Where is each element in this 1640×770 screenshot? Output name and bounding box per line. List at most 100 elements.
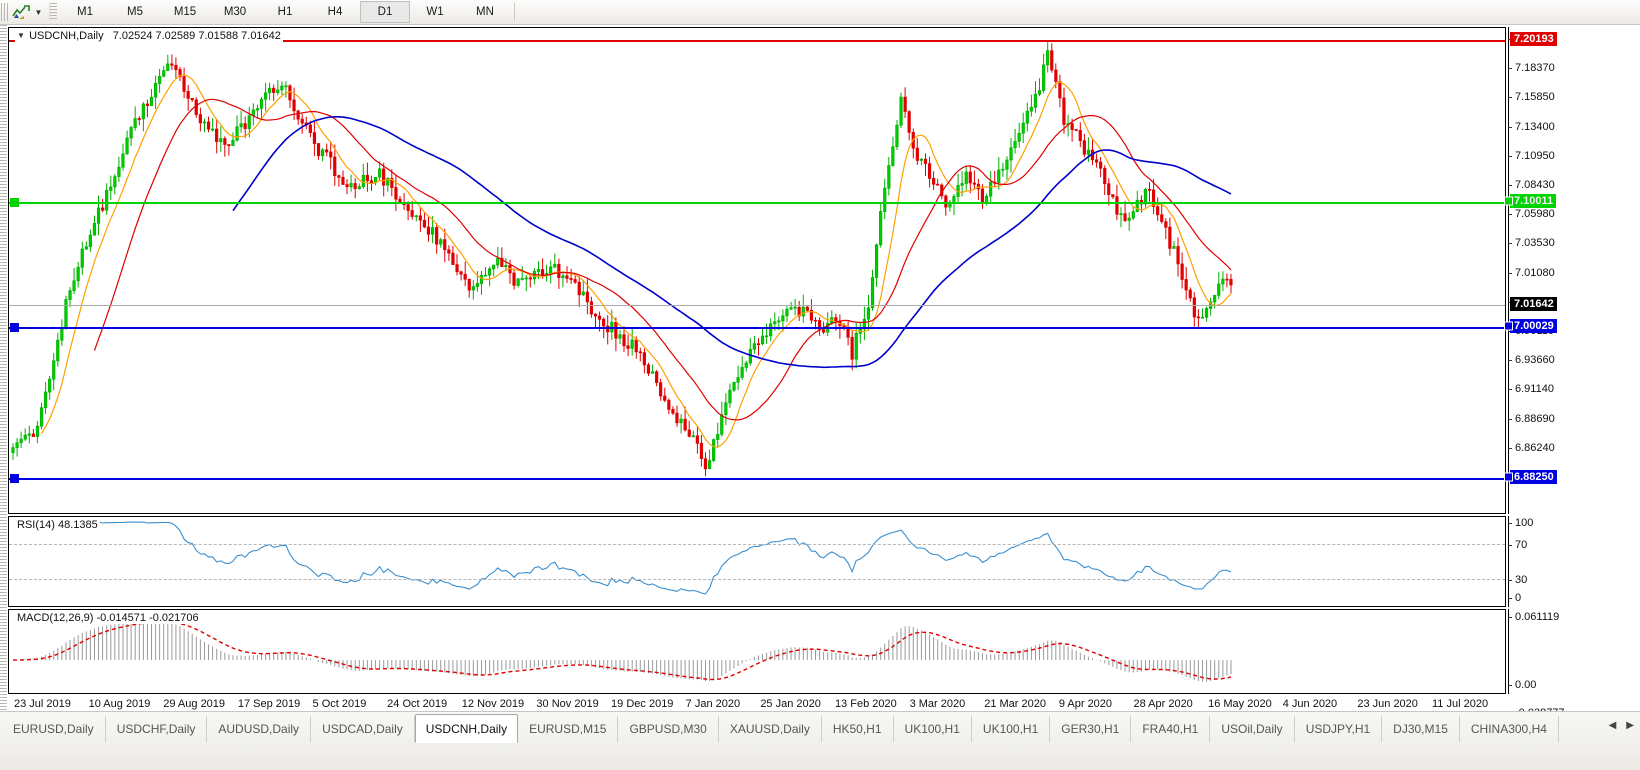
chart-tab-usdcad-daily[interactable]: USDCAD,Daily <box>311 716 415 742</box>
macd-title: MACD(12,26,9) -0.014571 -0.021706 <box>15 612 201 624</box>
timeframe-m15[interactable]: M15 <box>173 6 197 18</box>
date-tick-label: 7 Jan 2020 <box>685 698 741 710</box>
chart-tab-gbpusd-m30[interactable]: GBPUSD,M30 <box>618 716 719 742</box>
level-drag-handle[interactable] <box>1504 472 1513 482</box>
price-plot[interactable] <box>9 28 1505 513</box>
date-tick-label: 16 May 2020 <box>1208 698 1272 710</box>
price-tick-label: 7.15850 <box>1515 91 1555 104</box>
candlestick-series <box>11 42 1233 477</box>
date-tick-label: 10 Aug 2019 <box>88 698 151 710</box>
price-tick <box>1508 418 1512 420</box>
price-pane[interactable]: ▼ USDCNH,Daily 7.02524 7.02589 7.01588 7… <box>8 27 1506 514</box>
timeframe-m5[interactable]: M5 <box>127 6 143 18</box>
timeframe-toolbar: ▼ M1 M5 M15 M30 H1 H4 D1 W1 MN <box>0 0 1640 25</box>
macd-histogram-series <box>13 621 1232 682</box>
date-tick-label: 11 Jul 2020 <box>1432 698 1489 710</box>
chart-tab-xauusd-daily[interactable]: XAUUSD,Daily <box>719 716 822 742</box>
price-tick <box>1508 68 1512 70</box>
macd-plot[interactable] <box>9 610 1505 693</box>
rsi-axis: 100 70 30 0 <box>1508 516 1640 607</box>
tab-scroll-controls[interactable]: ◀ ▶ <box>1609 720 1634 731</box>
support-2-price-label[interactable]: 6.88250 <box>1510 470 1557 484</box>
chart-tab-hk50-h1[interactable]: HK50,H1 <box>822 716 894 742</box>
rsi-tick <box>1508 598 1512 599</box>
date-tick-label: 28 Apr 2020 <box>1133 698 1193 710</box>
support-line-1-handle-left[interactable] <box>10 323 19 332</box>
timeframe-d1[interactable]: D1 <box>360 1 410 23</box>
level-drag-handle[interactable] <box>1504 196 1513 206</box>
rsi-tick <box>1508 523 1512 524</box>
toolbar-drag-handle[interactable] <box>1 3 8 21</box>
chart-tab-usdcnh-daily[interactable]: USDCNH,Daily <box>414 714 519 743</box>
support-1-price-label[interactable]: 7.00029 <box>1510 319 1557 333</box>
date-tick-label: 24 Oct 2019 <box>387 698 448 710</box>
chart-tab-uk100-h1[interactable]: UK100,H1 <box>894 716 972 742</box>
chart-tab-dj30-m15[interactable]: DJ30,M15 <box>1382 716 1460 742</box>
rsi-pane[interactable]: RSI(14) 48.1385 <box>8 516 1506 607</box>
rsi-tick-label: 70 <box>1515 539 1528 551</box>
rsi-tick <box>1508 580 1512 581</box>
price-tick <box>1508 447 1512 449</box>
level-drag-handle[interactable] <box>1504 321 1513 331</box>
support-line-2-handle-left[interactable] <box>10 474 19 483</box>
timeframe-mn[interactable]: MN <box>476 6 494 18</box>
timeframe-m1[interactable]: M1 <box>77 6 93 18</box>
timeframe-w1[interactable]: W1 <box>426 6 444 18</box>
resistance-price-label[interactable]: 7.20193 <box>1510 32 1557 46</box>
chart-tab-china300-h4[interactable]: CHINA300,H4 <box>1460 716 1559 742</box>
price-tick-label: 7.01080 <box>1515 266 1555 279</box>
chart-tab-audusd-daily[interactable]: AUDUSD,Daily <box>207 716 312 742</box>
chart-tab-usdchf-daily[interactable]: USDCHF,Daily <box>106 716 208 742</box>
price-axis[interactable]: 7.208207.183707.158507.134007.109507.084… <box>1504 27 1640 514</box>
indicators-icon[interactable] <box>10 2 32 22</box>
price-tick <box>1508 185 1512 186</box>
support-line-2[interactable] <box>9 478 1505 480</box>
tab-scroll-prev[interactable]: ◀ <box>1608 720 1617 731</box>
chart-tab-ger30-h1[interactable]: GER30,H1 <box>1050 716 1132 742</box>
date-tick-label: 3 Mar 2020 <box>909 698 966 710</box>
date-tick-label: 23 Jun 2020 <box>1357 698 1418 710</box>
last-price-label[interactable]: 7.01642 <box>1510 297 1557 311</box>
price-tick-label: 6.93660 <box>1515 354 1555 367</box>
macd-axis-line <box>1508 609 1509 694</box>
timeframe-m30[interactable]: M30 <box>223 6 247 18</box>
timeframe-h1[interactable]: H1 <box>277 6 293 18</box>
pivot-line[interactable] <box>9 202 1505 204</box>
price-tick-label: 7.13400 <box>1515 120 1555 133</box>
pivot-line-handle-left[interactable] <box>10 198 19 207</box>
rsi-plot[interactable] <box>9 517 1505 606</box>
date-tick-label: 9 Apr 2020 <box>1058 698 1113 710</box>
rsi-tick-label: 30 <box>1515 574 1528 586</box>
price-tick <box>1508 126 1512 128</box>
pivot-price-label[interactable]: 7.10011 <box>1510 194 1557 208</box>
date-tick-label: 17 Sep 2019 <box>237 698 301 710</box>
chart-symbol-header[interactable]: ▼ USDCNH,Daily 7.02524 7.02589 7.01588 7… <box>15 30 283 42</box>
price-tick <box>1508 155 1512 157</box>
chart-menu-caret-icon[interactable]: ▼ <box>17 31 25 40</box>
macd-pane[interactable]: MACD(12,26,9) -0.014571 -0.021706 <box>8 609 1506 694</box>
chart-tab-usoil-daily[interactable]: USOil,Daily <box>1210 716 1295 742</box>
chart-tab-list[interactable]: EURUSD,Daily USDCHF,Daily AUDUSD,Daily USDC… <box>2 714 1559 743</box>
chart-tab-eurusd-m15[interactable]: EURUSD,M15 <box>518 716 619 742</box>
chart-tab-uk100-h1[interactable]: UK100,H1 <box>972 716 1051 742</box>
chart-area[interactable]: ▼ USDCNH,Daily 7.02524 7.02589 7.01588 7… <box>0 25 1640 719</box>
date-tick-label: 19 Dec 2019 <box>611 698 674 710</box>
rsi-level-70 <box>9 544 1505 545</box>
chart-drag-handle[interactable] <box>0 25 7 710</box>
chevron-down-icon[interactable]: ▼ <box>34 7 43 17</box>
date-tick-label: 30 Nov 2019 <box>536 698 599 710</box>
date-tick-label: 23 Jul 2019 <box>14 698 71 710</box>
date-axis[interactable]: 23 Jul 2019 10 Aug 2019 29 Aug 2019 17 Sep … <box>8 695 1506 713</box>
resistance-line[interactable] <box>9 40 1505 42</box>
price-tick-label: 7.08430 <box>1515 179 1555 191</box>
date-tick-label: 13 Feb 2020 <box>834 698 897 710</box>
support-line-1[interactable] <box>9 327 1505 329</box>
chart-tab-usdjpy-h1[interactable]: USDJPY,H1 <box>1295 716 1383 742</box>
chart-tab-eurusd-daily[interactable]: EURUSD,Daily <box>2 716 106 742</box>
tab-scroll-next[interactable]: ▶ <box>1626 720 1634 731</box>
price-tick-label: 6.91140 <box>1515 383 1554 396</box>
rsi-line-series <box>69 521 1232 595</box>
chart-tab-fra40-h1[interactable]: FRA40,H1 <box>1131 716 1211 742</box>
timeframe-h4[interactable]: H4 <box>327 6 343 18</box>
